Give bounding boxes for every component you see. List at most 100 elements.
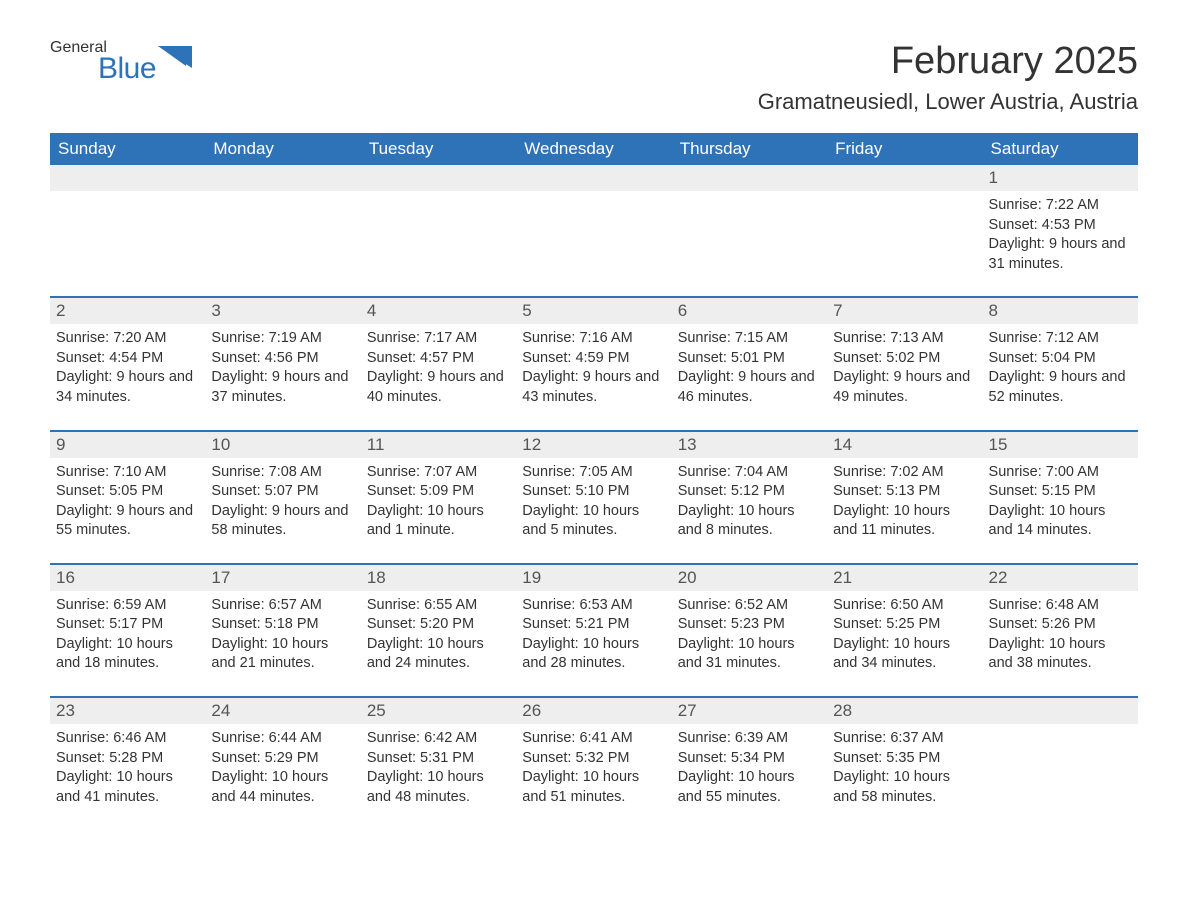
day-number: 27 xyxy=(672,698,827,724)
dow-friday: Friday xyxy=(827,133,982,165)
calendar-day: 21Sunrise: 6:50 AMSunset: 5:25 PMDayligh… xyxy=(827,565,982,696)
calendar: Sunday Monday Tuesday Wednesday Thursday… xyxy=(50,133,1138,829)
sunrise-text: Sunrise: 7:20 AM xyxy=(56,329,199,349)
calendar-day: 3Sunrise: 7:19 AMSunset: 4:56 PMDaylight… xyxy=(205,298,360,429)
daylight-text: Daylight: 10 hours and 31 minutes. xyxy=(678,635,821,674)
sunrise-text: Sunrise: 6:44 AM xyxy=(211,729,354,749)
sunset-text: Sunset: 4:57 PM xyxy=(367,349,510,369)
day-details: Sunrise: 6:46 AMSunset: 5:28 PMDaylight:… xyxy=(50,724,205,807)
daylight-text: Daylight: 10 hours and 5 minutes. xyxy=(522,502,665,541)
sunset-text: Sunset: 5:17 PM xyxy=(56,615,199,635)
day-details: Sunrise: 7:04 AMSunset: 5:12 PMDaylight:… xyxy=(672,458,827,541)
title-block: February 2025 Gramatneusiedl, Lower Aust… xyxy=(758,40,1138,115)
daylight-text: Daylight: 9 hours and 43 minutes. xyxy=(522,368,665,407)
day-number: 28 xyxy=(827,698,982,724)
day-details: Sunrise: 6:50 AMSunset: 5:25 PMDaylight:… xyxy=(827,591,982,674)
day-details: Sunrise: 7:19 AMSunset: 4:56 PMDaylight:… xyxy=(205,324,360,407)
daylight-text: Daylight: 9 hours and 52 minutes. xyxy=(989,368,1132,407)
sunset-text: Sunset: 5:09 PM xyxy=(367,482,510,502)
day-number: 24 xyxy=(205,698,360,724)
day-number: 6 xyxy=(672,298,827,324)
day-details: Sunrise: 7:12 AMSunset: 5:04 PMDaylight:… xyxy=(983,324,1138,407)
sunrise-text: Sunrise: 7:13 AM xyxy=(833,329,976,349)
sunrise-text: Sunrise: 6:42 AM xyxy=(367,729,510,749)
sunset-text: Sunset: 5:13 PM xyxy=(833,482,976,502)
calendar-day: 11Sunrise: 7:07 AMSunset: 5:09 PMDayligh… xyxy=(361,432,516,563)
day-number xyxy=(516,165,671,191)
day-number xyxy=(983,698,1138,724)
day-details: Sunrise: 7:07 AMSunset: 5:09 PMDaylight:… xyxy=(361,458,516,541)
daylight-text: Daylight: 9 hours and 40 minutes. xyxy=(367,368,510,407)
logo-text: General Blue xyxy=(50,40,156,84)
day-number: 15 xyxy=(983,432,1138,458)
day-number xyxy=(827,165,982,191)
sunrise-text: Sunrise: 6:55 AM xyxy=(367,596,510,616)
sunset-text: Sunset: 5:12 PM xyxy=(678,482,821,502)
sunrise-text: Sunrise: 7:16 AM xyxy=(522,329,665,349)
daylight-text: Daylight: 10 hours and 44 minutes. xyxy=(211,768,354,807)
header: General Blue February 2025 Gramatneusied… xyxy=(50,40,1138,115)
sunrise-text: Sunrise: 7:05 AM xyxy=(522,463,665,483)
calendar-day: 17Sunrise: 6:57 AMSunset: 5:18 PMDayligh… xyxy=(205,565,360,696)
sunrise-text: Sunrise: 6:41 AM xyxy=(522,729,665,749)
dow-monday: Monday xyxy=(205,133,360,165)
day-number xyxy=(361,165,516,191)
sunset-text: Sunset: 4:54 PM xyxy=(56,349,199,369)
sunrise-text: Sunrise: 7:02 AM xyxy=(833,463,976,483)
daylight-text: Daylight: 10 hours and 24 minutes. xyxy=(367,635,510,674)
calendar-day: 6Sunrise: 7:15 AMSunset: 5:01 PMDaylight… xyxy=(672,298,827,429)
day-number xyxy=(672,165,827,191)
sunset-text: Sunset: 5:02 PM xyxy=(833,349,976,369)
calendar-day: 23Sunrise: 6:46 AMSunset: 5:28 PMDayligh… xyxy=(50,698,205,829)
day-number: 25 xyxy=(361,698,516,724)
calendar-week: 1Sunrise: 7:22 AMSunset: 4:53 PMDaylight… xyxy=(50,165,1138,296)
sunrise-text: Sunrise: 6:52 AM xyxy=(678,596,821,616)
day-number: 17 xyxy=(205,565,360,591)
day-details: Sunrise: 7:08 AMSunset: 5:07 PMDaylight:… xyxy=(205,458,360,541)
sunset-text: Sunset: 5:25 PM xyxy=(833,615,976,635)
day-details: Sunrise: 6:39 AMSunset: 5:34 PMDaylight:… xyxy=(672,724,827,807)
calendar-day: 7Sunrise: 7:13 AMSunset: 5:02 PMDaylight… xyxy=(827,298,982,429)
daylight-text: Daylight: 9 hours and 37 minutes. xyxy=(211,368,354,407)
logo: General Blue xyxy=(50,40,198,84)
day-number: 12 xyxy=(516,432,671,458)
daylight-text: Daylight: 10 hours and 21 minutes. xyxy=(211,635,354,674)
calendar-day: 12 Sunrise: 7:05 AMSunset: 5:10 PMDayligh… xyxy=(516,432,671,563)
day-number: 7 xyxy=(827,298,982,324)
month-title: February 2025 xyxy=(758,40,1138,83)
calendar-day xyxy=(516,165,671,296)
dow-saturday: Saturday xyxy=(983,133,1138,165)
day-number: 16 xyxy=(50,565,205,591)
calendar-day: 8Sunrise: 7:12 AMSunset: 5:04 PMDaylight… xyxy=(983,298,1138,429)
day-details: Sunrise: 7:02 AMSunset: 5:13 PMDaylight:… xyxy=(827,458,982,541)
logo-triangle-icon xyxy=(158,46,198,70)
day-number: 26 xyxy=(516,698,671,724)
calendar-week: 9Sunrise: 7:10 AMSunset: 5:05 PMDaylight… xyxy=(50,430,1138,563)
calendar-day: 15Sunrise: 7:00 AMSunset: 5:15 PMDayligh… xyxy=(983,432,1138,563)
day-number: 5 xyxy=(516,298,671,324)
day-details: Sunrise: 6:41 AMSunset: 5:32 PMDaylight:… xyxy=(516,724,671,807)
daylight-text: Daylight: 10 hours and 48 minutes. xyxy=(367,768,510,807)
calendar-day: 27Sunrise: 6:39 AMSunset: 5:34 PMDayligh… xyxy=(672,698,827,829)
daylight-text: Daylight: 10 hours and 1 minute. xyxy=(367,502,510,541)
sunset-text: Sunset: 5:10 PM xyxy=(522,482,665,502)
day-details: Sunrise: 6:59 AMSunset: 5:17 PMDaylight:… xyxy=(50,591,205,674)
calendar-day xyxy=(205,165,360,296)
day-details: Sunrise: 6:53 AMSunset: 5:21 PMDaylight:… xyxy=(516,591,671,674)
day-details: Sunrise: 7:15 AMSunset: 5:01 PMDaylight:… xyxy=(672,324,827,407)
calendar-day: 9Sunrise: 7:10 AMSunset: 5:05 PMDaylight… xyxy=(50,432,205,563)
day-details: Sunrise: 7:22 AMSunset: 4:53 PMDaylight:… xyxy=(983,191,1138,274)
sunrise-text: Sunrise: 7:19 AM xyxy=(211,329,354,349)
day-number: 13 xyxy=(672,432,827,458)
daylight-text: Daylight: 10 hours and 41 minutes. xyxy=(56,768,199,807)
day-number: 22 xyxy=(983,565,1138,591)
sunset-text: Sunset: 4:56 PM xyxy=(211,349,354,369)
sunset-text: Sunset: 5:28 PM xyxy=(56,749,199,769)
sunrise-text: Sunrise: 6:48 AM xyxy=(989,596,1132,616)
daylight-text: Daylight: 10 hours and 11 minutes. xyxy=(833,502,976,541)
sunrise-text: Sunrise: 6:50 AM xyxy=(833,596,976,616)
day-number xyxy=(50,165,205,191)
sunrise-text: Sunrise: 6:57 AM xyxy=(211,596,354,616)
day-number: 2 xyxy=(50,298,205,324)
day-number: 9 xyxy=(50,432,205,458)
